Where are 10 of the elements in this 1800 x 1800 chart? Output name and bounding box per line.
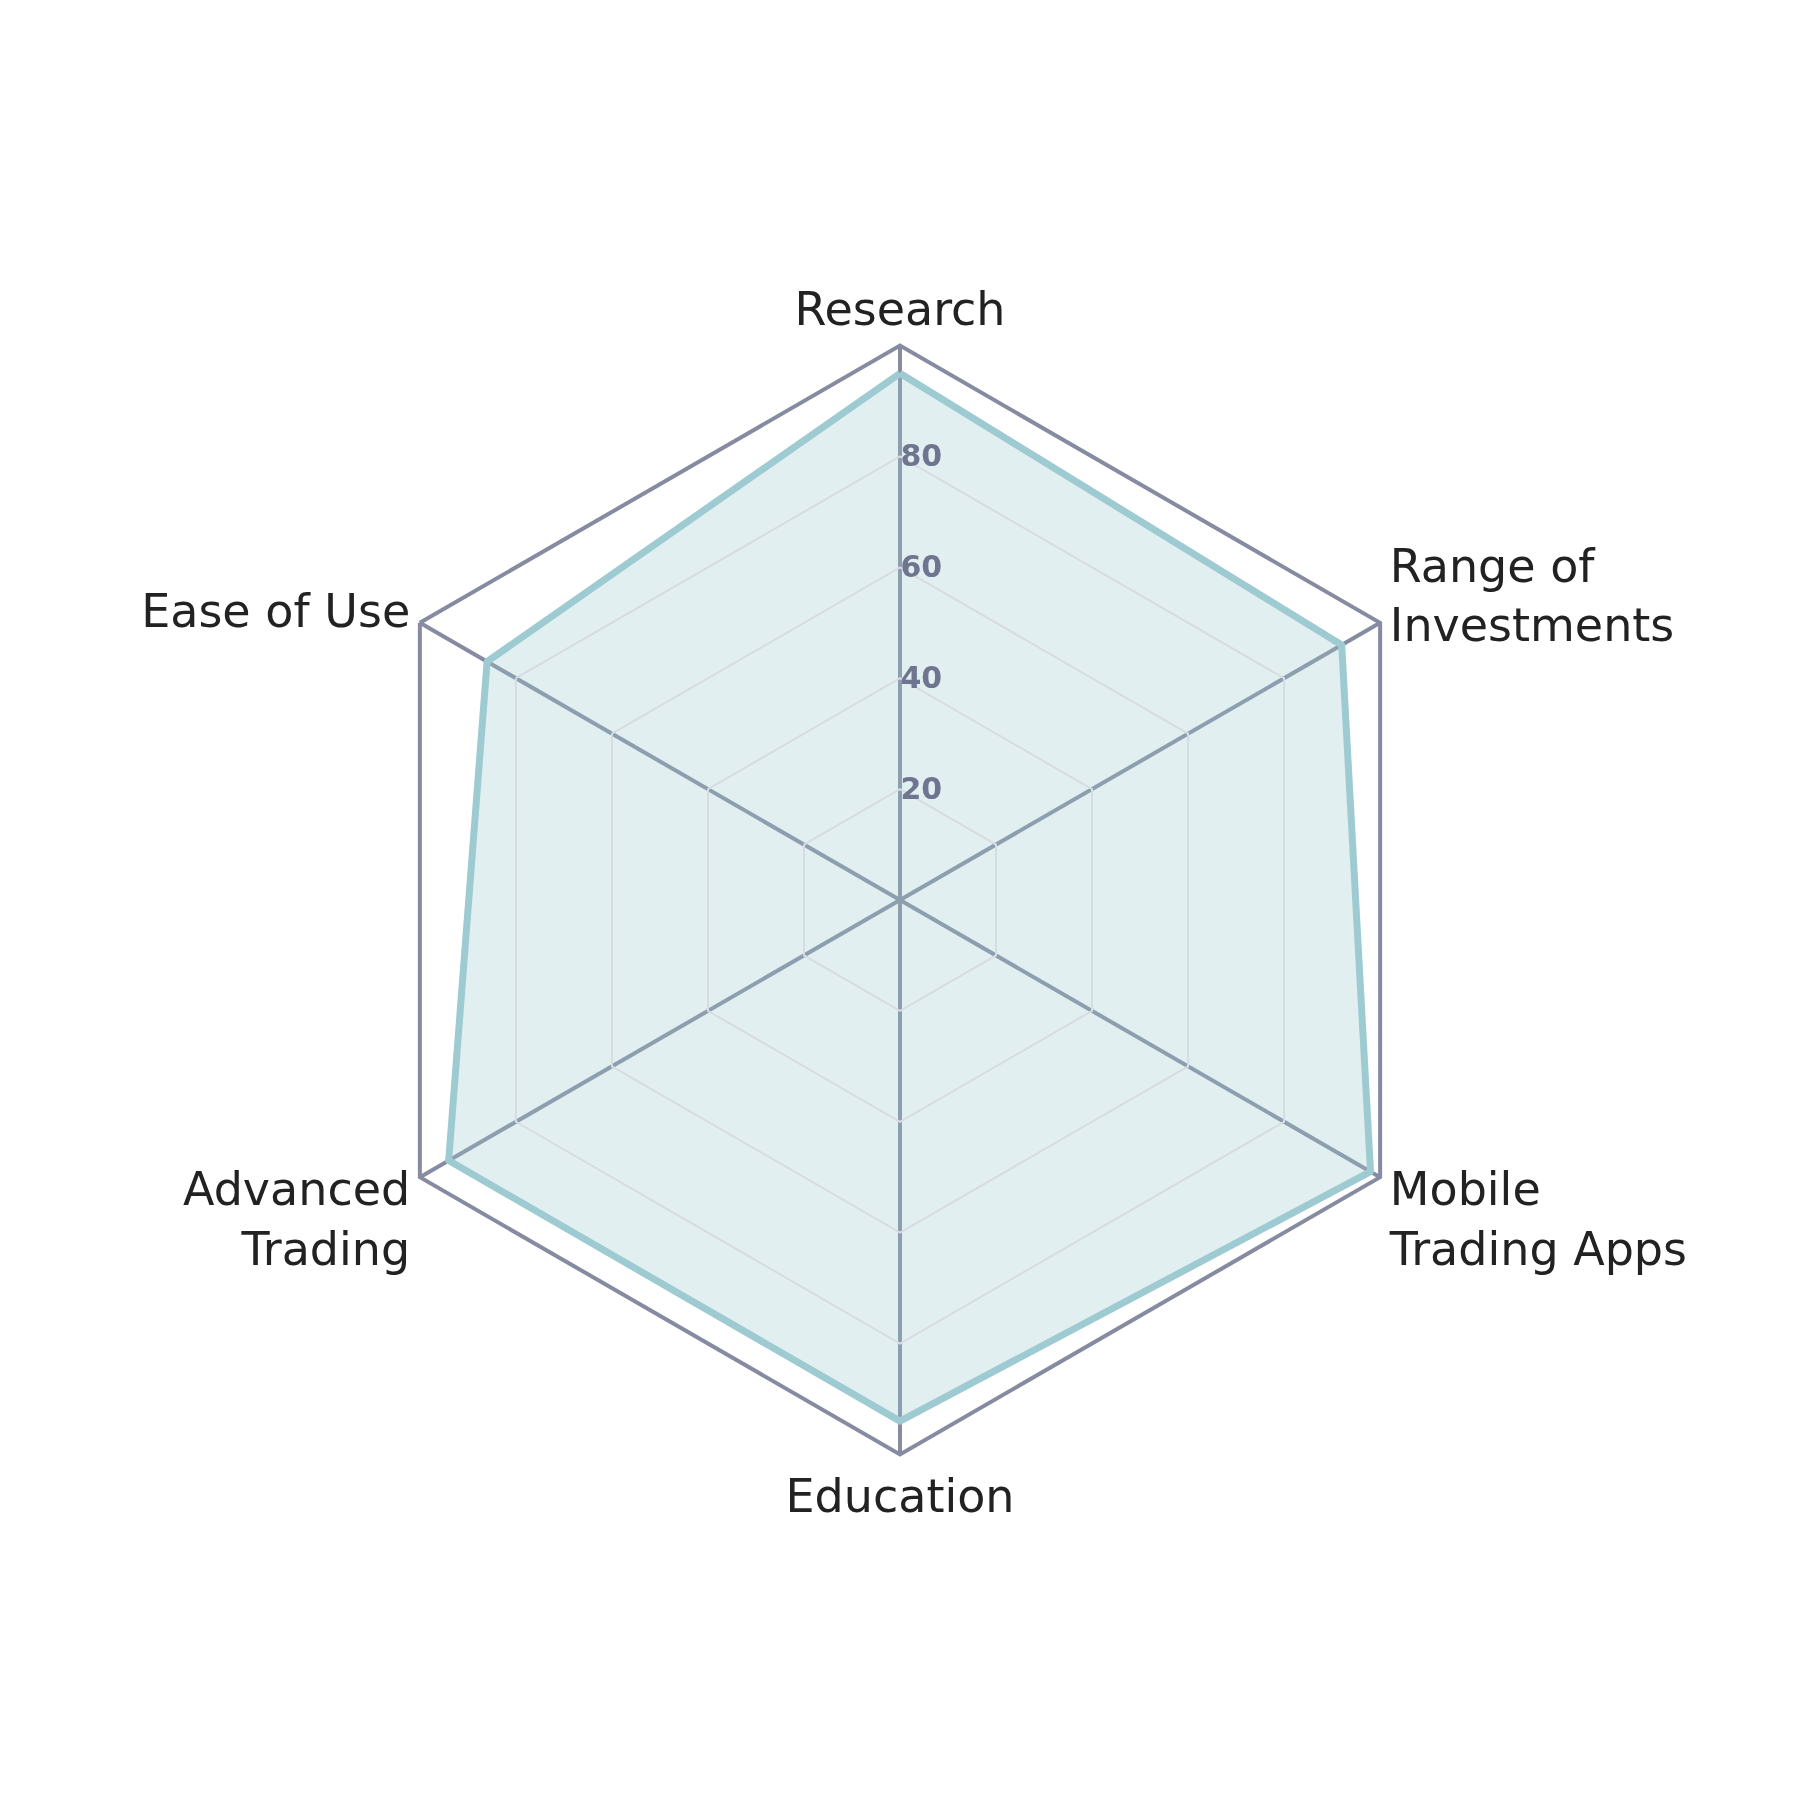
spoke-label: Mobile Trading Apps — [1388, 1161, 1688, 1276]
y-tick-label: 40 — [900, 659, 943, 695]
spoke-label: Advanced Trading — [182, 1161, 411, 1276]
y-tick-label: 60 — [900, 549, 943, 585]
spoke-label: Education — [785, 1468, 1015, 1523]
y-tick-label: 20 — [900, 770, 943, 806]
spoke-label: Research — [794, 282, 1006, 337]
spoke-label: Range of Investments — [1389, 538, 1675, 653]
y-tick-label: 80 — [900, 438, 943, 474]
spoke-label: Ease of Use — [141, 583, 411, 638]
